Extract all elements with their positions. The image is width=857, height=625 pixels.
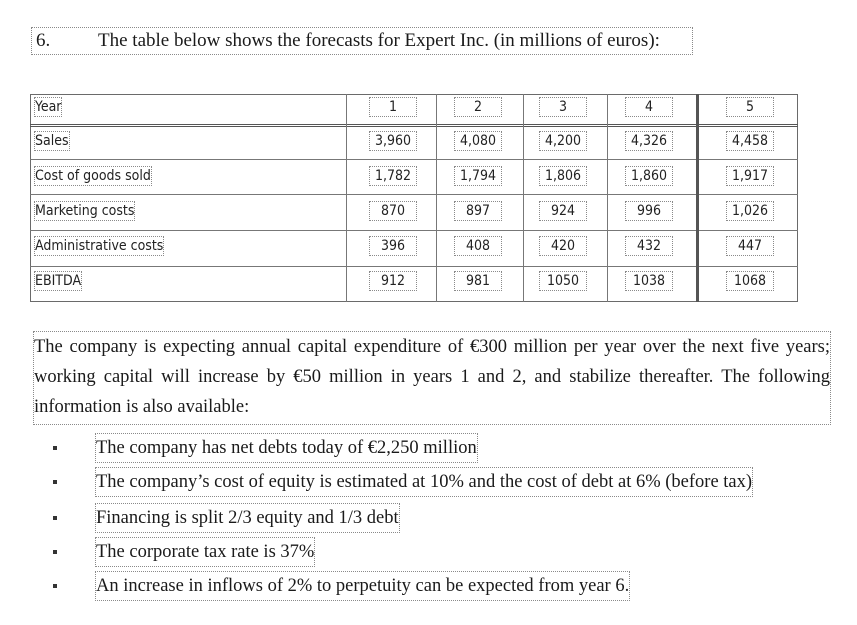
bullet-icon bbox=[53, 550, 57, 554]
list-item: An increase in inflows of 2% to perpetui… bbox=[0, 571, 857, 602]
table-cell: 1,794 bbox=[454, 166, 502, 186]
table-cell: 996 bbox=[625, 201, 673, 221]
bullet-icon bbox=[53, 516, 57, 520]
col-divider bbox=[346, 94, 347, 302]
header-year-label: Year bbox=[33, 97, 63, 117]
year-col-1: 1 bbox=[369, 97, 417, 117]
table-cell: 897 bbox=[454, 201, 502, 221]
list-item: The company has net debts today of €2,25… bbox=[0, 433, 857, 464]
capex-paragraph: The company is expecting annual capital … bbox=[33, 331, 831, 425]
year-col-4: 4 bbox=[625, 97, 673, 117]
table-cell: 3,960 bbox=[369, 131, 417, 151]
row-divider bbox=[30, 230, 798, 231]
row-divider bbox=[30, 159, 798, 160]
table-cell: 1,860 bbox=[625, 166, 673, 186]
question-number: 6. bbox=[36, 30, 51, 51]
forecast-table: Year 1 2 3 4 5 Sales 3,960 4,080 4,200 4… bbox=[30, 94, 798, 302]
bullet-icon bbox=[53, 446, 57, 450]
row-divider bbox=[30, 266, 798, 267]
table-cell: 420 bbox=[539, 236, 587, 256]
table-cell: 447 bbox=[726, 236, 774, 256]
table-cell: 870 bbox=[369, 201, 417, 221]
table-cell: 912 bbox=[369, 271, 417, 291]
year-col-2: 2 bbox=[454, 97, 502, 117]
list-item-text: Financing is split 2/3 equity and 1/3 de… bbox=[95, 503, 400, 533]
row-label-cogs: Cost of goods sold bbox=[34, 166, 152, 186]
table-cell: 1,026 bbox=[726, 201, 774, 221]
question-heading: 6. The table below shows the forecasts f… bbox=[31, 27, 693, 55]
table-cell: 1068 bbox=[726, 271, 774, 291]
col-divider bbox=[436, 94, 437, 302]
header-divider bbox=[30, 124, 798, 127]
row-label-marketing: Marketing costs bbox=[33, 201, 136, 221]
table-border bbox=[30, 94, 798, 302]
bullet-icon bbox=[53, 584, 57, 588]
row-label-sales: Sales bbox=[34, 131, 70, 151]
table-cell: 1,806 bbox=[539, 166, 587, 186]
year-col-5: 5 bbox=[726, 97, 774, 117]
table-cell: 4,200 bbox=[539, 131, 587, 151]
bullet-icon bbox=[53, 480, 57, 484]
table-cell: 4,326 bbox=[625, 131, 673, 151]
row-divider bbox=[30, 194, 798, 195]
row-label-admin: Administrative costs bbox=[33, 236, 165, 256]
table-cell: 1,782 bbox=[369, 166, 417, 186]
year-col-3: 3 bbox=[539, 97, 587, 117]
col-divider bbox=[523, 94, 524, 302]
col-divider-bold bbox=[696, 94, 699, 302]
list-item-text: The company has net debts today of €2,25… bbox=[95, 433, 478, 463]
col-divider bbox=[607, 94, 608, 302]
table-cell: 4,080 bbox=[454, 131, 502, 151]
table-cell: 408 bbox=[454, 236, 502, 256]
list-item-text: The company’s cost of equity is estimate… bbox=[94, 467, 754, 497]
table-cell: 924 bbox=[539, 201, 587, 221]
list-item: The company’s cost of equity is estimate… bbox=[0, 467, 857, 498]
paragraph-text: The company is expecting annual capital … bbox=[34, 337, 830, 417]
question-text: The table below shows the forecasts for … bbox=[98, 30, 660, 51]
list-item: Financing is split 2/3 equity and 1/3 de… bbox=[0, 503, 857, 534]
table-cell: 981 bbox=[454, 271, 502, 291]
list-item-text: An increase in inflows of 2% to perpetui… bbox=[94, 571, 631, 601]
list-item-text: The corporate tax rate is 37% bbox=[94, 537, 316, 567]
list-item: The corporate tax rate is 37% bbox=[0, 537, 857, 568]
table-cell: 4,458 bbox=[726, 131, 774, 151]
table-cell: 1050 bbox=[539, 271, 587, 291]
table-cell: 1,917 bbox=[726, 166, 774, 186]
row-label-ebitda: EBITDA bbox=[33, 271, 83, 291]
table-cell: 432 bbox=[625, 236, 673, 256]
table-cell: 396 bbox=[369, 236, 417, 256]
table-cell: 1038 bbox=[625, 271, 673, 291]
